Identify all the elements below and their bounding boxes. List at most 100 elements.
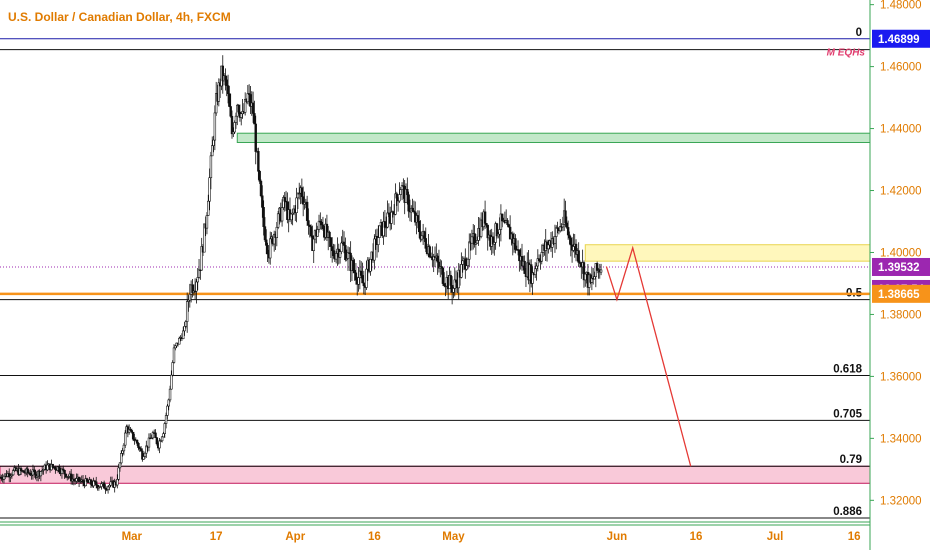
support-price-tag-text: 1.38665 bbox=[878, 289, 920, 301]
candle-body bbox=[162, 433, 165, 438]
candle-body bbox=[357, 277, 360, 285]
candle-body bbox=[84, 478, 87, 487]
candle-body bbox=[131, 431, 135, 440]
candle-body bbox=[130, 430, 134, 433]
price-tick-label: 1.38000 bbox=[880, 309, 922, 321]
candle-body bbox=[386, 212, 389, 228]
price-axis[interactable]: 1.32000 1.34000 1.36000 1.38000 1.40000 1.420… bbox=[869, 0, 922, 550]
fib-label-0: 0 bbox=[856, 27, 862, 39]
price-tick-label: 1.36000 bbox=[880, 371, 922, 383]
candle-body bbox=[590, 278, 594, 283]
candle-body bbox=[251, 102, 255, 114]
candle-body bbox=[195, 281, 198, 292]
candle-body bbox=[2, 475, 6, 480]
projection-layer bbox=[605, 245, 692, 467]
candle-body bbox=[79, 480, 82, 483]
candle-body bbox=[383, 221, 387, 228]
candle-body bbox=[361, 275, 364, 284]
candle-body bbox=[170, 374, 173, 390]
candle-body bbox=[19, 468, 23, 472]
candle-body bbox=[33, 469, 36, 472]
candle-body bbox=[407, 194, 410, 212]
candle-body bbox=[208, 177, 211, 202]
candle-body bbox=[225, 79, 228, 86]
candle-body bbox=[394, 193, 397, 215]
candle-body bbox=[453, 279, 456, 289]
candle-body bbox=[291, 212, 294, 215]
candle-body bbox=[167, 399, 170, 407]
candle-body bbox=[243, 98, 247, 113]
candle-body bbox=[290, 213, 293, 221]
time-tick-label: 17 bbox=[210, 531, 223, 543]
candle-body bbox=[454, 279, 458, 283]
candle-body bbox=[568, 234, 571, 239]
candle-body bbox=[501, 213, 504, 222]
candle-body bbox=[51, 463, 54, 468]
time-tick-label: Jul bbox=[767, 531, 784, 543]
price-tick-label: 1.44000 bbox=[880, 124, 922, 136]
candle-body bbox=[141, 450, 144, 460]
candle-body bbox=[139, 448, 143, 452]
candle-body bbox=[120, 453, 123, 464]
candle-body bbox=[518, 249, 521, 262]
candle-body bbox=[362, 282, 366, 287]
candle-body bbox=[26, 468, 29, 473]
candle-body bbox=[346, 252, 350, 259]
candle-body bbox=[536, 258, 540, 267]
candle-body bbox=[338, 251, 342, 258]
price-tick-label: 1.34000 bbox=[880, 433, 922, 445]
candle-body bbox=[443, 283, 446, 286]
candle-body bbox=[523, 260, 526, 274]
candle-body bbox=[412, 210, 416, 213]
candle-body bbox=[39, 471, 43, 477]
candle-body bbox=[172, 347, 176, 363]
candle-body bbox=[495, 223, 499, 237]
candle-body bbox=[154, 432, 157, 439]
candle-body bbox=[151, 432, 155, 439]
candle-body bbox=[209, 155, 213, 179]
candle-body bbox=[577, 250, 580, 263]
candle-body bbox=[345, 258, 348, 261]
candle-body bbox=[261, 195, 264, 208]
candle-body bbox=[420, 235, 424, 240]
candle-body bbox=[305, 201, 309, 221]
candle-body bbox=[373, 238, 376, 261]
candle-body bbox=[266, 245, 269, 255]
candle-body bbox=[387, 212, 391, 215]
candle-body bbox=[296, 193, 300, 199]
candle-body bbox=[320, 221, 323, 226]
candle-body bbox=[232, 131, 235, 135]
candle-body bbox=[465, 265, 468, 270]
candle-body bbox=[508, 226, 512, 240]
candle-body bbox=[470, 236, 474, 244]
candle-body bbox=[109, 481, 112, 486]
candle-body bbox=[100, 483, 103, 487]
candle-body bbox=[377, 237, 380, 245]
candle-body bbox=[233, 122, 236, 133]
candle-body bbox=[127, 429, 131, 433]
candle-body bbox=[468, 241, 471, 260]
fib-label-0.618: 0.618 bbox=[833, 363, 862, 375]
candle-body bbox=[178, 337, 181, 345]
candle-body bbox=[531, 272, 534, 284]
candle-body bbox=[184, 321, 188, 327]
candle-body bbox=[135, 439, 139, 444]
candle-body bbox=[537, 258, 541, 261]
candle-body bbox=[334, 253, 338, 260]
candle-body bbox=[486, 224, 489, 239]
candle-body bbox=[171, 362, 174, 376]
candle-body bbox=[40, 470, 44, 472]
candle-body bbox=[155, 437, 159, 445]
candle-body bbox=[160, 436, 164, 442]
candle-body bbox=[254, 123, 257, 152]
candle-body bbox=[475, 240, 479, 244]
candle-body bbox=[0, 476, 3, 479]
candle-body bbox=[280, 207, 284, 222]
candle-body bbox=[390, 211, 393, 224]
fib-zero-price-tag-text: 1.46899 bbox=[878, 34, 920, 46]
candle-body bbox=[440, 266, 443, 269]
fib-label-0.705: 0.705 bbox=[833, 408, 862, 420]
time-axis[interactable]: Mar 17 Apr 16 May Jun 16 Jul 16 bbox=[0, 521, 870, 543]
